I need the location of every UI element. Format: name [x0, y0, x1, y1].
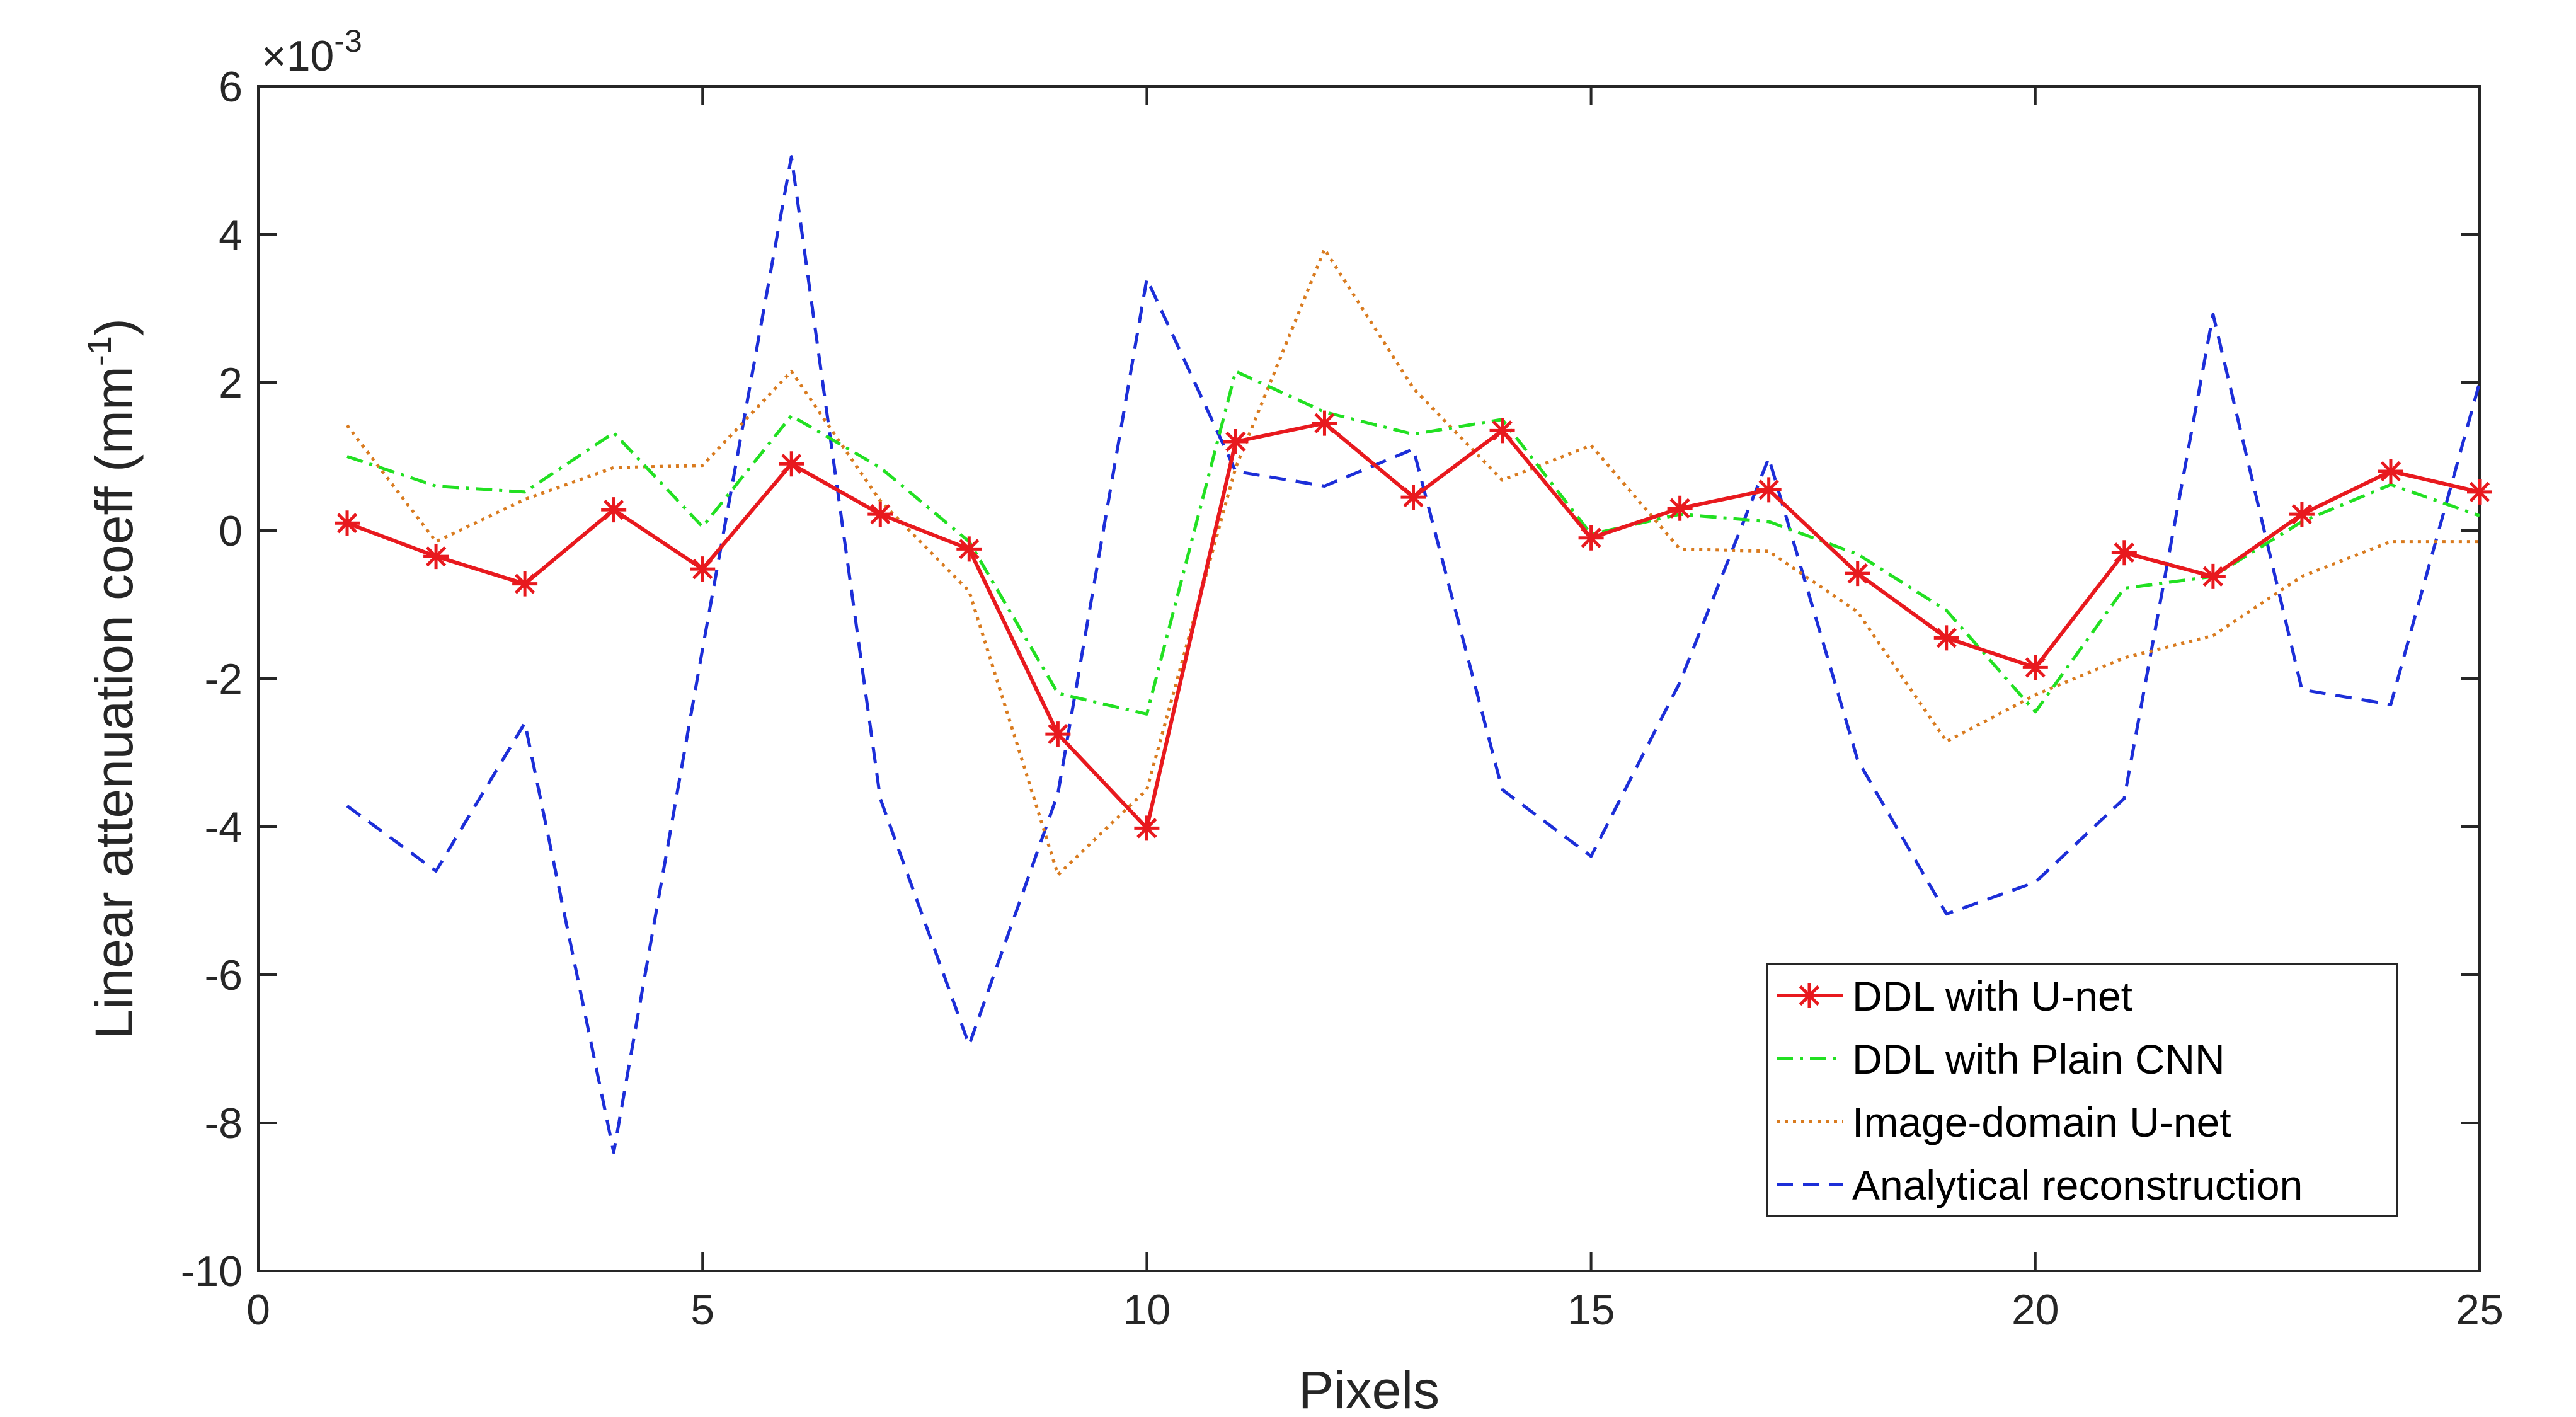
- series-line: [346, 248, 2480, 876]
- y-axis-label-main: Linear attenuation coeff (mm: [84, 366, 144, 1039]
- series-marker: [867, 502, 893, 527]
- x-tick-label: 5: [690, 1286, 714, 1334]
- y-tick-label: -10: [181, 1248, 243, 1295]
- y-tick-label: 2: [219, 359, 243, 407]
- series-marker: [423, 544, 449, 570]
- series-marker: [1756, 477, 1782, 503]
- y-multiplier-prefix: ×10: [261, 32, 334, 80]
- series-marker: [1667, 495, 1693, 521]
- legend-items: DDL with U-net DDL with Plain CNN Image-do…: [1777, 973, 2303, 1208]
- legend-label: DDL with U-net: [1852, 973, 2132, 1019]
- x-tick-label: 15: [1567, 1286, 1615, 1334]
- series-marker: [512, 571, 538, 597]
- series-line: [346, 155, 2482, 1154]
- legend-label: Analytical reconstruction: [1852, 1162, 2303, 1208]
- series-marker: [690, 556, 716, 582]
- series-marker: [2111, 540, 2137, 566]
- legend-label: DDL with Plain CNN: [1852, 1036, 2225, 1082]
- series-marker: [1489, 418, 1515, 444]
- y-axis-label-sup: -1: [81, 336, 118, 366]
- y-tick-label: 6: [219, 63, 243, 111]
- y-tick-label: 4: [219, 211, 243, 259]
- series-marker: [2289, 502, 2315, 527]
- series-marker: [1933, 625, 1959, 651]
- y-axis-label: Linear attenuation coeff (mm-1): [81, 318, 144, 1039]
- y-tick-label: -2: [205, 655, 243, 703]
- series-marker: [1223, 429, 1249, 454]
- series-marker: [1578, 525, 1604, 551]
- x-axis-label: Pixels: [1298, 1360, 1440, 1417]
- legend-marker: [1797, 983, 1822, 1008]
- axis-ticks: 0 5 10 15 20 25 -10 -8 -6 -4 -2 0 2 4 6: [181, 63, 2504, 1334]
- x-tick-label: 0: [246, 1286, 270, 1334]
- series-layer: [335, 155, 2492, 1154]
- series-marker: [1045, 721, 1071, 747]
- y-tick-label: -4: [205, 803, 243, 851]
- y-axis-label-close: ): [84, 318, 144, 336]
- y-tick-label: -6: [205, 951, 243, 999]
- series-marker: [956, 536, 982, 562]
- x-tick-label: 10: [1123, 1286, 1171, 1334]
- series-marker: [1312, 410, 1337, 436]
- x-tick-label: 20: [2012, 1286, 2059, 1334]
- series-marker: [1845, 561, 1870, 587]
- series-marker: [779, 451, 804, 477]
- x-tick-label: 25: [2456, 1286, 2504, 1334]
- legend-box: [1766, 963, 2398, 1217]
- series-marker: [601, 497, 627, 523]
- series-marker: [1134, 815, 1160, 841]
- series-marker: [335, 510, 360, 536]
- y-tick-label: -8: [205, 1099, 243, 1147]
- series-marker: [1400, 485, 1426, 510]
- legend-label: Image-domain U-net: [1852, 1099, 2231, 1145]
- series-marker: [2200, 563, 2226, 589]
- legend: DDL with U-net DDL with Plain CNN Image-do…: [1766, 963, 2398, 1217]
- y-axis-multiplier: ×10-3: [261, 23, 362, 80]
- series-marker: [2467, 479, 2492, 505]
- series-marker: [2378, 459, 2403, 484]
- y-multiplier-exp: -3: [334, 23, 362, 59]
- y-tick-label: 0: [219, 507, 243, 555]
- series-marker: [2022, 655, 2048, 680]
